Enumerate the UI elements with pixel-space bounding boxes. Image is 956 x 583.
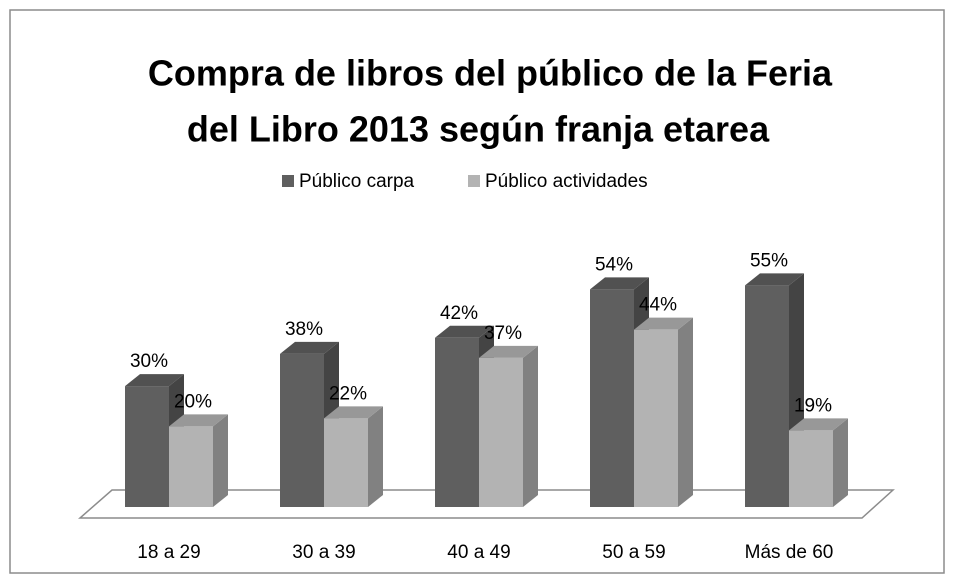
x-tick-label: 40 a 49 (447, 542, 510, 563)
legend-label: Público actividades (485, 171, 648, 192)
data-label: 38% (285, 319, 323, 340)
bar (789, 430, 833, 507)
bar-group (634, 317, 693, 507)
x-tick-label: 18 a 29 (137, 542, 200, 563)
legend-label: Público carpa (299, 171, 415, 192)
bar-top (435, 325, 494, 338)
data-label: 54% (595, 254, 633, 275)
bar (169, 426, 213, 507)
bar-group (479, 345, 538, 507)
bar-side (213, 414, 228, 507)
x-tick-label: 50 a 59 (602, 542, 665, 563)
bar-top (169, 414, 228, 427)
data-label: 20% (174, 391, 212, 412)
bar-top (745, 273, 804, 286)
bar-side (678, 317, 693, 507)
data-label: 37% (484, 323, 522, 344)
bar-top (789, 418, 848, 431)
data-label: 55% (750, 250, 788, 271)
data-label: 30% (130, 351, 168, 372)
bar-side (368, 406, 383, 507)
bar (280, 353, 324, 507)
bar-top (479, 345, 538, 358)
bar-top (634, 317, 693, 330)
data-label: 42% (440, 303, 478, 324)
x-tick-label: 30 a 39 (292, 542, 355, 563)
data-label: 19% (794, 395, 832, 416)
bar (590, 289, 634, 507)
bar-top (280, 341, 339, 354)
data-label: 44% (639, 295, 677, 316)
chart-title: del Libro 2013 según franja etarea (187, 109, 770, 150)
x-tick-label: Más de 60 (745, 542, 834, 563)
bar (435, 337, 479, 507)
bar-group (324, 406, 383, 507)
bar (479, 357, 523, 507)
bar-top (590, 277, 649, 290)
bar-top (125, 374, 184, 387)
legend-swatch (468, 175, 480, 187)
legend-swatch (282, 175, 294, 187)
bar (324, 418, 368, 507)
bar-group (789, 418, 848, 507)
data-label: 22% (329, 383, 367, 404)
bar (634, 329, 678, 507)
chart-title: Compra de libros del público de la Feria (148, 53, 833, 94)
bar-top (324, 406, 383, 419)
bar-side (523, 345, 538, 507)
bar (745, 285, 789, 507)
bar-side (833, 418, 848, 507)
bar-group (169, 414, 228, 507)
bar (125, 386, 169, 507)
